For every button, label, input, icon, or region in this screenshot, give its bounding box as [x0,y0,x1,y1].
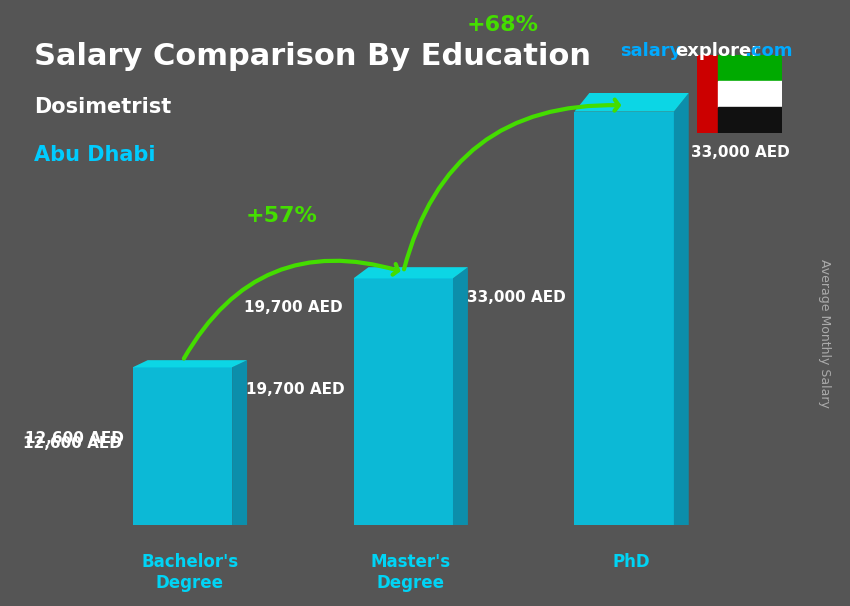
Text: .com: .com [744,42,792,61]
Polygon shape [453,267,468,525]
Polygon shape [133,367,232,525]
Text: 33,000 AED: 33,000 AED [692,145,791,161]
Text: 33,000 AED: 33,000 AED [467,290,565,305]
Text: Average Monthly Salary: Average Monthly Salary [818,259,831,408]
Text: Master's
Degree: Master's Degree [371,553,451,591]
Polygon shape [133,360,247,367]
Bar [697,55,718,133]
Polygon shape [232,360,247,525]
Text: Salary Comparison By Education: Salary Comparison By Education [34,42,591,72]
Polygon shape [575,93,688,112]
Text: explorer: explorer [676,42,761,61]
Bar [718,81,782,107]
Text: Abu Dhabi: Abu Dhabi [34,145,156,165]
Text: salary: salary [620,42,682,61]
Text: 12,600 AED: 12,600 AED [23,436,122,451]
Text: 19,700 AED: 19,700 AED [246,382,345,397]
Text: PhD: PhD [613,553,650,571]
Text: +68%: +68% [467,15,539,35]
Polygon shape [354,267,468,278]
Polygon shape [354,278,453,525]
Text: 12,600 AED: 12,600 AED [25,431,124,446]
Text: Dosimetrist: Dosimetrist [34,97,171,117]
Text: Bachelor's
Degree: Bachelor's Degree [141,553,239,591]
Bar [718,55,782,81]
Text: +57%: +57% [246,206,318,226]
Polygon shape [575,112,674,525]
Polygon shape [674,93,689,525]
Bar [718,107,782,133]
Text: 19,700 AED: 19,700 AED [244,301,343,315]
